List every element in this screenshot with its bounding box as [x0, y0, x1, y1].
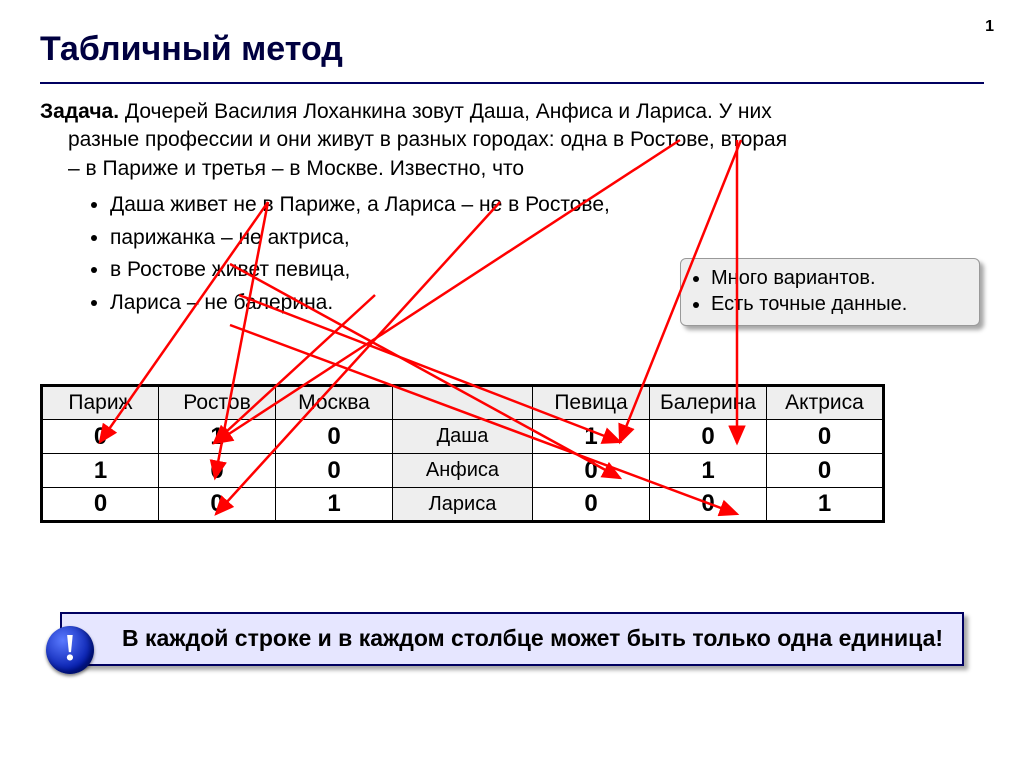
- cell: 0: [159, 454, 276, 488]
- cell: 0: [159, 488, 276, 522]
- problem-label: Задача.: [40, 100, 119, 123]
- prof-header: Актриса: [767, 386, 884, 420]
- cell: 1: [650, 454, 767, 488]
- name-header-blank: [393, 386, 533, 420]
- name-cell: Анфиса: [393, 454, 533, 488]
- page-number: 1: [985, 18, 994, 36]
- cell: 1: [276, 488, 393, 522]
- rule-note-box: ! В каждой строке и в каждом столбце мож…: [60, 612, 964, 666]
- problem-text-3: – в Париже и третья – в Москве. Известно…: [40, 157, 524, 180]
- cell: 1: [767, 488, 884, 522]
- table-header-row: Париж Ростов Москва Певица Балерина Актр…: [42, 386, 884, 420]
- bullet-item: парижанка – не актриса,: [110, 222, 984, 255]
- cell: 0: [650, 420, 767, 454]
- cell: 0: [767, 420, 884, 454]
- prof-header: Певица: [533, 386, 650, 420]
- bullet-item: Даша живет не в Париже, а Лариса – не в …: [110, 189, 984, 222]
- prof-header: Балерина: [650, 386, 767, 420]
- cell: 0: [276, 420, 393, 454]
- city-header: Ростов: [159, 386, 276, 420]
- table-row: 0 1 0 Даша 1 0 0: [42, 420, 884, 454]
- side-note-box: Много вариантов. Есть точные данные.: [680, 258, 980, 326]
- cell: 0: [42, 488, 159, 522]
- logic-table: Париж Ростов Москва Певица Балерина Актр…: [40, 384, 885, 523]
- name-cell: Даша: [393, 420, 533, 454]
- cell: 0: [533, 454, 650, 488]
- rule-note-text: В каждой строке и в каждом столбце может…: [122, 624, 952, 654]
- table-row: 0 0 1 Лариса 0 0 1: [42, 488, 884, 522]
- problem-text-2: разные профессии и они живут в разных го…: [40, 128, 787, 151]
- cell: 0: [650, 488, 767, 522]
- exclamation-icon: !: [46, 626, 94, 674]
- name-cell: Лариса: [393, 488, 533, 522]
- city-header: Москва: [276, 386, 393, 420]
- page-title: Табличный метод: [40, 30, 343, 69]
- side-note-item: Много вариантов.: [711, 265, 971, 291]
- cell: 1: [159, 420, 276, 454]
- cell: 0: [42, 420, 159, 454]
- title-rule: [40, 82, 984, 84]
- cell: 1: [42, 454, 159, 488]
- cell: 0: [533, 488, 650, 522]
- problem-text-1: Дочерей Василия Лоханкина зовут Даша, Ан…: [119, 100, 772, 123]
- cell: 0: [276, 454, 393, 488]
- city-header: Париж: [42, 386, 159, 420]
- side-note-item: Есть точные данные.: [711, 291, 971, 317]
- cell: 1: [533, 420, 650, 454]
- table-row: 1 0 0 Анфиса 0 1 0: [42, 454, 884, 488]
- cell: 0: [767, 454, 884, 488]
